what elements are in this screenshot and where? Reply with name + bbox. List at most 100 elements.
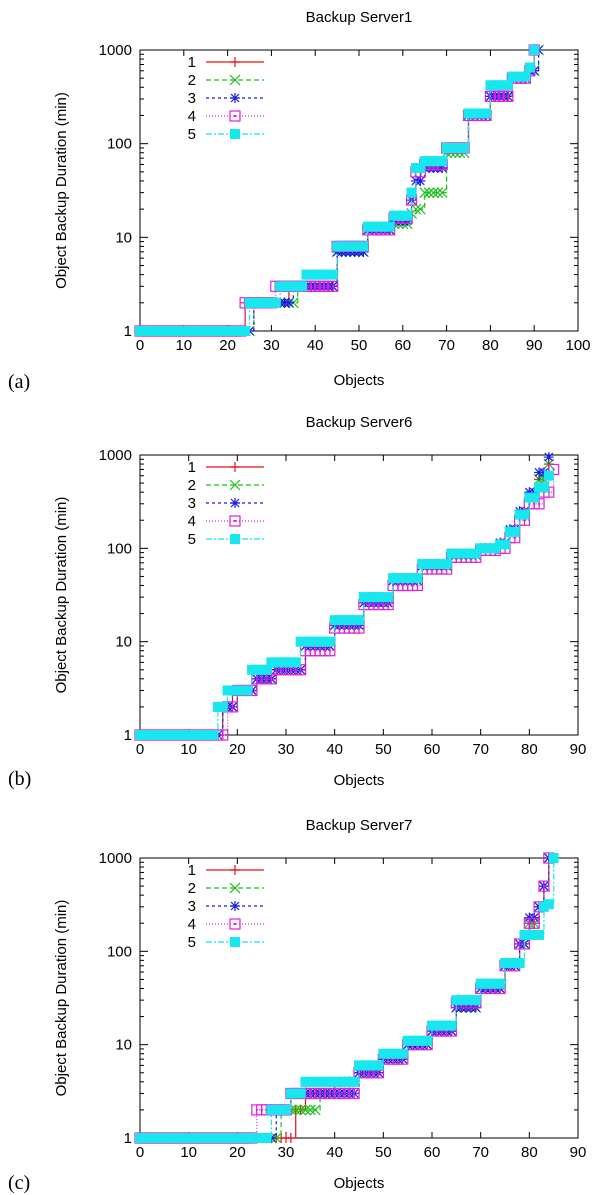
data-point-5 [509,526,520,537]
panel-tag: (b) [8,768,31,790]
legend-label-4: 4 [188,513,196,530]
plot-frame [139,454,579,736]
data-point-5 [481,108,492,119]
data-point-5 [295,1088,306,1099]
data-point-2 [423,187,435,199]
data-point-5 [529,45,540,55]
data-point-4-dot [538,502,541,505]
legend-marker-4-dot [234,115,236,117]
x-tick-label: 20 [219,337,236,354]
series-5 [135,853,559,1143]
legend-marker-4 [229,918,241,930]
data-point-1 [281,1133,291,1143]
legend-marker-2 [229,479,241,491]
data-point-3 [529,912,540,923]
data-point-4 [327,280,339,292]
data-point-5 [261,664,272,675]
data-point-5 [358,241,369,252]
y-tick-label: 1000 [99,447,132,464]
x-tick-label: 50 [375,1144,392,1161]
data-point-5 [276,1104,287,1115]
data-point-4-dot [322,285,325,288]
chart-title: Backup Server6 [306,414,413,431]
data-point-4-dot [231,705,234,708]
legend-marker-3 [230,901,240,911]
data-point-2 [300,1104,311,1116]
series-line-5 [140,475,550,736]
legend-marker-5 [230,129,240,139]
data-point-5 [203,730,214,740]
data-point-5 [502,80,513,91]
data-point-2 [432,187,444,199]
y-axis-label: Object Backup Duration (min) [53,900,70,1097]
data-point-4-dot [416,584,419,587]
x-tick-label: 80 [521,1144,538,1161]
x-tick-label: 10 [180,1144,197,1161]
legend-marker-1 [230,57,240,67]
x-axis-label: Objects [334,772,385,789]
series-3 [135,45,544,336]
series-1 [135,459,554,740]
legend-marker-5 [230,937,240,947]
data-point-5 [349,1076,360,1087]
chart-title: Backup Server1 [306,9,413,26]
legend-label-1: 1 [188,459,196,476]
series-line-2 [140,464,550,736]
data-point-5 [529,492,540,503]
y-tick-label: 1 [124,727,132,744]
series-4 [134,463,560,741]
y-tick-label: 100 [107,136,132,153]
series-5 [135,45,540,336]
data-point-5 [373,1060,384,1071]
x-tick-label: 90 [570,741,587,758]
data-point-4-dot [523,519,526,522]
series-5 [135,470,554,740]
data-point-4-dot [401,1058,404,1061]
data-point-4-dot [270,677,273,680]
data-point-4-dot [314,285,317,288]
data-point-4-dot [377,1071,380,1074]
data-point-4-dot [319,1092,322,1095]
data-point-4-dot [318,285,321,288]
data-point-2 [419,187,431,199]
data-point-5 [290,657,301,668]
data-point-5 [256,1133,267,1143]
data-point-4-dot [327,285,330,288]
series-line-2 [140,50,540,332]
data-point-4-dot [450,1030,453,1033]
x-axis-label: Objects [334,1175,385,1192]
data-point-5 [534,929,545,940]
data-point-3 [415,175,426,186]
legend-marker-4-dot [234,923,236,925]
data-point-4-dot [387,603,390,606]
panel-tag: (c) [8,1172,30,1194]
data-point-5 [383,592,394,603]
data-point-3 [402,215,413,226]
series-line-5 [140,50,535,332]
legend-marker-1 [230,865,240,875]
data-point-4 [502,90,514,102]
data-point-4-dot [299,668,302,671]
x-tick-label: 30 [278,1144,295,1161]
series-2 [134,458,555,741]
legend-label-2: 2 [188,72,196,89]
legend-label-3: 3 [188,90,196,107]
data-point-5 [470,995,481,1006]
data-point-4-dot [328,649,331,652]
y-tick-label: 1 [124,1130,132,1147]
data-point-5 [524,62,535,73]
data-point-5 [543,899,554,910]
legend-label-2: 2 [188,880,196,897]
data-point-4-dot [331,285,334,288]
data-point-5 [235,326,246,336]
legend-label-5: 5 [188,934,196,951]
series-line-3 [140,457,550,736]
data-point-5 [242,685,253,696]
y-tick-label: 100 [107,943,132,960]
data-point-5 [266,297,277,308]
data-point-5 [232,685,243,696]
series-line-1 [140,50,535,332]
legend-label-1: 1 [188,862,196,879]
